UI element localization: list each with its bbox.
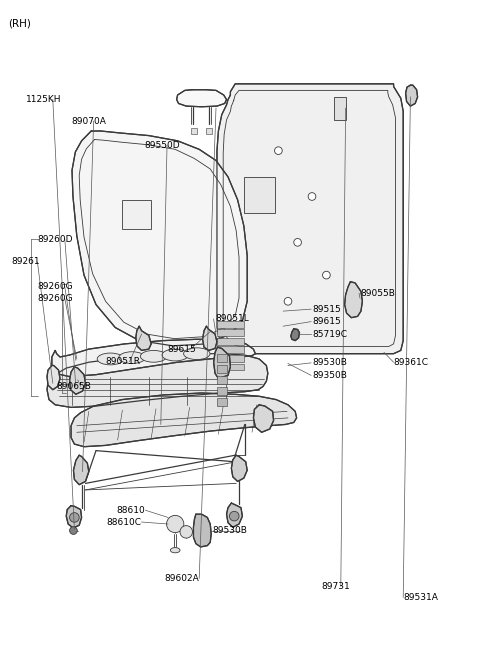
- Circle shape: [180, 525, 192, 538]
- Text: 89550D: 89550D: [144, 141, 180, 150]
- Polygon shape: [71, 393, 297, 447]
- Ellipse shape: [162, 349, 188, 361]
- Text: 89051R: 89051R: [106, 357, 141, 366]
- Bar: [191, 128, 197, 134]
- Polygon shape: [47, 354, 268, 407]
- Text: 89615: 89615: [312, 317, 341, 326]
- Text: 89051L: 89051L: [215, 314, 249, 324]
- Ellipse shape: [119, 352, 145, 364]
- Polygon shape: [66, 506, 82, 528]
- Bar: [217, 364, 244, 370]
- Circle shape: [229, 512, 239, 521]
- Polygon shape: [203, 326, 217, 350]
- Bar: [217, 354, 227, 362]
- Bar: [217, 346, 244, 353]
- Bar: [217, 376, 227, 384]
- Text: 89615: 89615: [167, 345, 196, 354]
- Text: 89731: 89731: [322, 582, 350, 591]
- Bar: [217, 321, 244, 328]
- Ellipse shape: [140, 350, 167, 362]
- Bar: [334, 97, 346, 120]
- Polygon shape: [72, 131, 247, 346]
- Bar: [122, 200, 151, 229]
- Text: 89602A: 89602A: [165, 574, 199, 583]
- Text: 89260G: 89260G: [37, 294, 73, 303]
- Bar: [217, 329, 244, 336]
- Polygon shape: [177, 90, 227, 107]
- Circle shape: [308, 193, 316, 200]
- Circle shape: [70, 527, 77, 534]
- Polygon shape: [217, 84, 403, 354]
- Text: 1125KH: 1125KH: [26, 95, 62, 104]
- Text: 89260G: 89260G: [37, 282, 73, 291]
- Bar: [217, 338, 244, 345]
- Polygon shape: [52, 339, 255, 377]
- Polygon shape: [70, 367, 85, 394]
- Bar: [217, 387, 227, 395]
- Polygon shape: [253, 405, 274, 432]
- Text: 89531A: 89531A: [403, 593, 438, 602]
- Polygon shape: [406, 85, 418, 106]
- Text: 89350B: 89350B: [312, 371, 347, 380]
- Polygon shape: [136, 326, 151, 350]
- Circle shape: [294, 238, 301, 246]
- Ellipse shape: [97, 353, 124, 365]
- Ellipse shape: [170, 548, 180, 553]
- Circle shape: [323, 271, 330, 279]
- Bar: [217, 365, 227, 373]
- Text: 85719C: 85719C: [312, 329, 347, 339]
- Text: 89065B: 89065B: [57, 382, 92, 391]
- Bar: [244, 177, 275, 213]
- Bar: [217, 355, 244, 362]
- Polygon shape: [193, 514, 211, 547]
- Text: 89515: 89515: [312, 305, 341, 314]
- Polygon shape: [345, 282, 362, 318]
- Text: 89530B: 89530B: [212, 526, 247, 535]
- Polygon shape: [214, 347, 230, 379]
- Text: 88610: 88610: [117, 506, 145, 515]
- Text: 89260D: 89260D: [37, 234, 73, 244]
- Text: 89530B: 89530B: [312, 358, 347, 367]
- Bar: [217, 398, 227, 406]
- Circle shape: [284, 297, 292, 305]
- Polygon shape: [73, 455, 89, 485]
- Circle shape: [167, 515, 184, 533]
- Circle shape: [275, 147, 282, 155]
- Polygon shape: [47, 365, 60, 390]
- Text: 89055B: 89055B: [360, 289, 395, 298]
- Text: 89361C: 89361C: [394, 358, 429, 367]
- Polygon shape: [231, 455, 247, 481]
- Circle shape: [70, 513, 79, 522]
- Ellipse shape: [183, 348, 210, 360]
- Text: 88610C: 88610C: [107, 517, 142, 527]
- Bar: [206, 128, 212, 134]
- Polygon shape: [227, 503, 242, 527]
- Text: 89261: 89261: [11, 257, 40, 267]
- Polygon shape: [291, 329, 300, 341]
- Text: 89070A: 89070A: [71, 117, 106, 126]
- Text: (RH): (RH): [8, 18, 31, 28]
